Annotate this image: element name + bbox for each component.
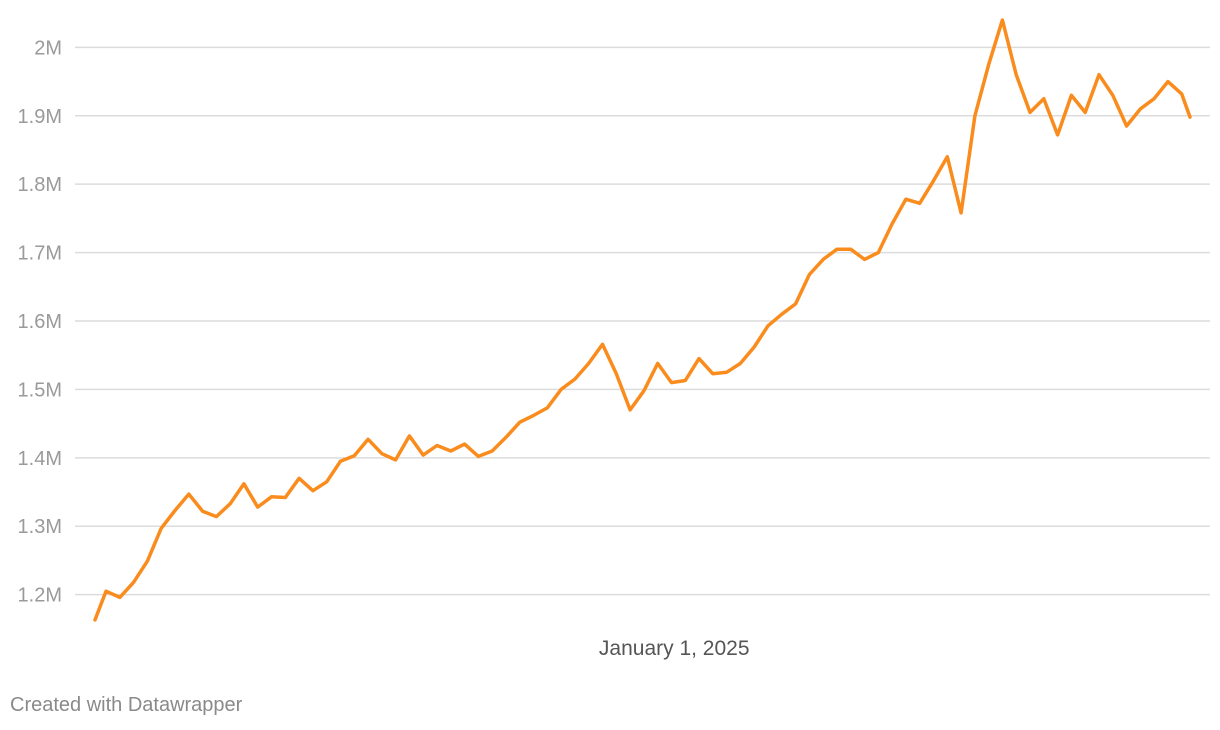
- y-tick-label: 1.6M: [18, 311, 62, 333]
- gridlines: [75, 46, 1210, 596]
- y-tick-label: 1.2M: [18, 585, 62, 607]
- series-line: [93, 18, 1192, 622]
- y-tick-label: 1.4M: [18, 448, 62, 470]
- line-chart: 1.2M 1.3M 1.4M 1.5M 1.6M 1.7M 1.8M 1.9M 2M Janua…: [18, 18, 1210, 660]
- y-tick-label: 1.7M: [18, 243, 62, 265]
- y-tick-label: 1.5M: [18, 379, 62, 401]
- x-axis: January 1, 2025: [599, 637, 750, 660]
- x-tick-label: January 1, 2025: [599, 637, 750, 660]
- y-axis: 1.2M 1.3M 1.4M 1.5M 1.6M 1.7M 1.8M 1.9M 2M: [18, 37, 62, 606]
- series-layer: [93, 18, 1192, 622]
- datawrapper-credit: Created with Datawrapper: [10, 694, 243, 716]
- y-tick-label: 2M: [34, 37, 62, 59]
- y-tick-label: 1.3M: [18, 516, 62, 538]
- y-tick-label: 1.9M: [18, 106, 62, 128]
- y-tick-label: 1.8M: [18, 174, 62, 196]
